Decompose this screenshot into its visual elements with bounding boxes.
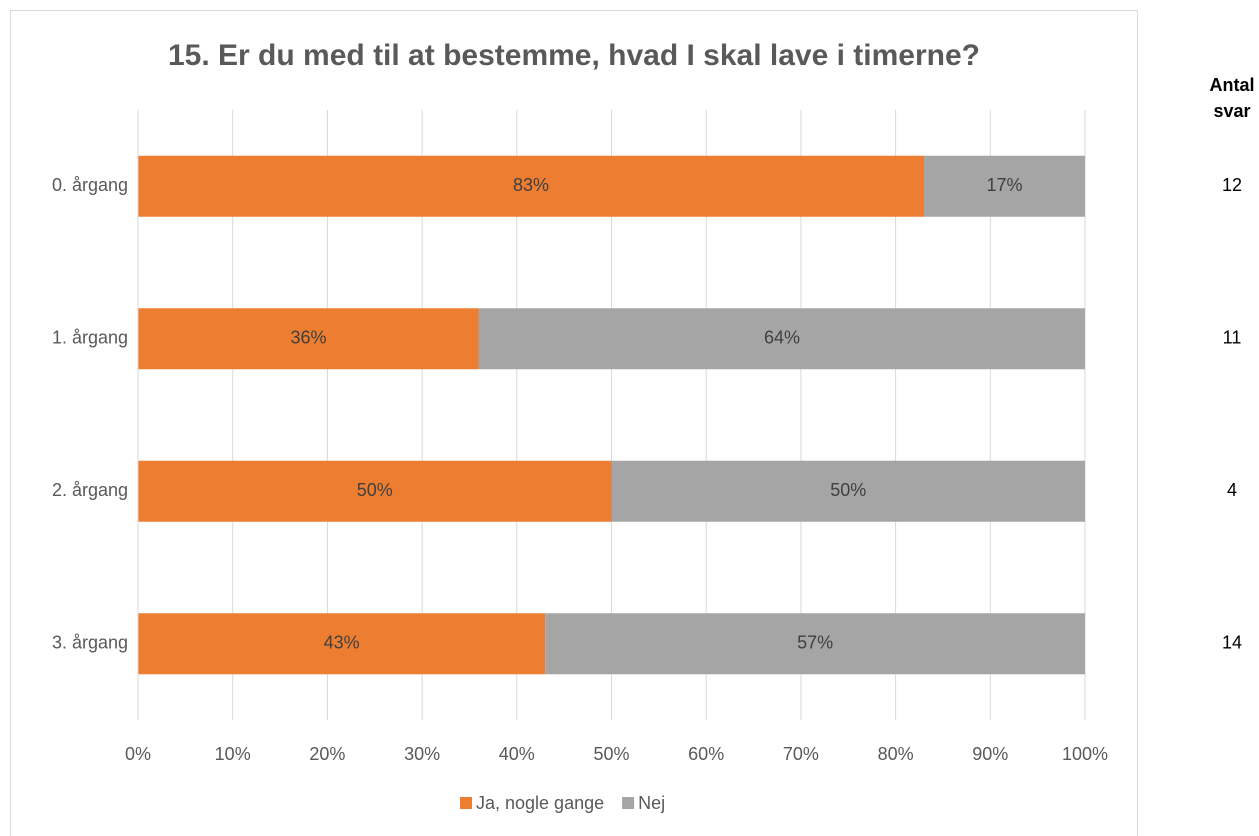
data-label: 50% [830, 480, 866, 500]
count-label: 11 [1223, 328, 1242, 348]
y-tick-label: 3. årgang [52, 633, 128, 653]
bar-segment [924, 155, 1085, 217]
x-tick-label: 40% [499, 744, 535, 764]
data-label: 50% [357, 480, 393, 500]
bar-segment [138, 613, 546, 675]
data-label: 57% [797, 633, 833, 653]
y-tick-label: 0. årgang [52, 175, 128, 195]
x-tick-label: 10% [215, 744, 251, 764]
data-label: 36% [290, 328, 326, 348]
chart-frame [10, 10, 1138, 836]
count-label: 12 [1222, 175, 1242, 195]
x-tick-label: 90% [972, 744, 1008, 764]
data-label: 43% [324, 633, 360, 653]
count-label: 4 [1227, 480, 1237, 500]
bar-segment [138, 460, 612, 522]
bar-segment [138, 308, 479, 370]
side-header: Antal svar [1209, 75, 1255, 121]
bar-segment [138, 155, 925, 217]
y-tick-label: 2. årgang [52, 480, 128, 500]
bar-segment [611, 460, 1085, 522]
legend-label: Ja, nogle gange [476, 793, 604, 813]
x-tick-label: 0% [125, 744, 151, 764]
x-tick-label: 70% [783, 744, 819, 764]
x-tick-label: 30% [404, 744, 440, 764]
count-label: 14 [1222, 633, 1242, 653]
x-tick-label: 60% [688, 744, 724, 764]
legend-swatch [460, 797, 472, 809]
x-tick-label: 100% [1062, 744, 1108, 764]
x-tick-label: 80% [878, 744, 914, 764]
x-tick-label: 20% [309, 744, 345, 764]
data-label: 83% [513, 175, 549, 195]
x-tick-label: 50% [593, 744, 629, 764]
chart-title: 15. Er du med til at bestemme, hvad I sk… [168, 39, 980, 72]
legend-label: Nej [638, 793, 665, 813]
bar-segment [478, 308, 1085, 370]
y-tick-label: 1. årgang [52, 328, 128, 348]
data-label: 64% [764, 328, 800, 348]
bar-segment [545, 613, 1085, 675]
data-label: 17% [986, 175, 1022, 195]
legend-swatch [622, 797, 635, 809]
